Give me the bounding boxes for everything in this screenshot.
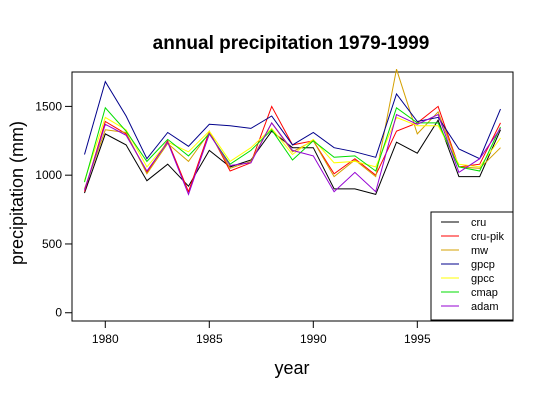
legend: cru cru-pik mw gpcp gpcc cmap adam	[430, 211, 514, 321]
x-axis-label: year	[274, 358, 309, 378]
x-tick-label: 1985	[196, 332, 223, 346]
y-tick-label: 500	[42, 237, 62, 251]
legend-label-cru: cru	[471, 217, 486, 229]
series-line-adam	[84, 113, 501, 196]
legend-label-cru-pik: cru-pik	[471, 231, 505, 243]
series-line-gpcc	[84, 116, 501, 181]
series-line-cru	[84, 118, 501, 195]
x-tick-label: 1990	[300, 332, 327, 346]
series-lines	[84, 69, 501, 196]
plot-frame	[71, 71, 514, 322]
x-tick-label: 1980	[92, 332, 119, 346]
legend-label-gpcc: gpcc	[471, 273, 495, 285]
legend-label-cmap: cmap	[471, 287, 498, 299]
legend-label-adam: adam	[471, 301, 499, 313]
y-tick-label: 0	[55, 306, 62, 320]
series-line-cmap	[84, 106, 501, 183]
series-line-gpcp	[84, 80, 501, 160]
legend-label-mw: mw	[471, 245, 488, 257]
y-tick-label: 1500	[35, 99, 62, 113]
legend-box	[430, 211, 514, 321]
x-axis: 1980 1985 1990 1995	[92, 321, 431, 346]
x-tick-label: 1995	[404, 332, 431, 346]
y-axis: 0 500 1000 1500	[35, 99, 72, 320]
chart-title: annual precipitation 1979-1999	[153, 33, 430, 54]
legend-label-gpcp: gpcp	[471, 259, 495, 271]
y-axis-label: precipitation (mm)	[7, 121, 27, 265]
y-tick-label: 1000	[35, 168, 62, 182]
